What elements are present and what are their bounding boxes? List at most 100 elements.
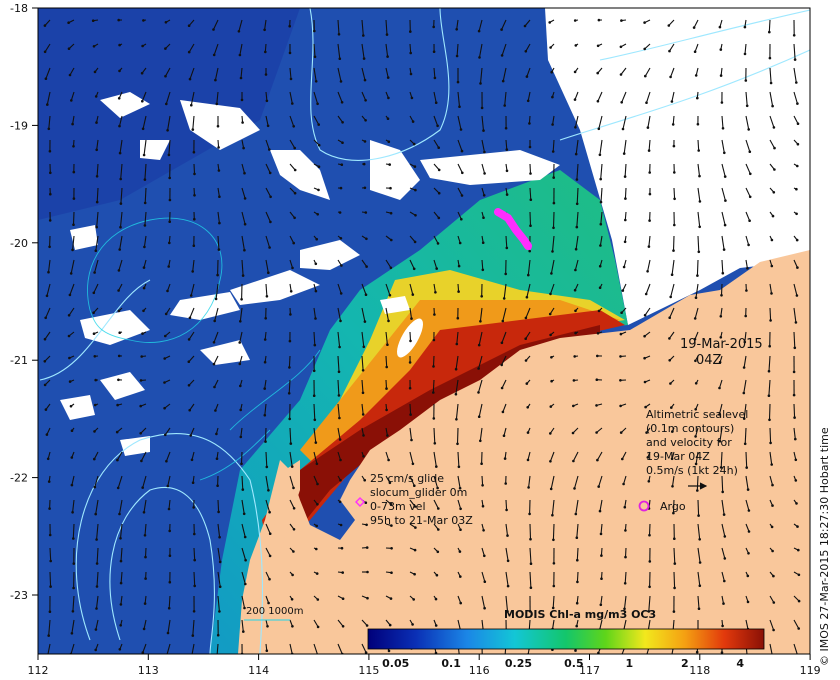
velocity-arrow-head [263, 387, 267, 390]
velocity-arrow-head [768, 56, 772, 60]
velocity-arrow [385, 331, 388, 345]
velocity-arrow-head [648, 585, 651, 589]
velocity-arrow [552, 139, 555, 152]
velocity-arrow [745, 523, 750, 532]
velocity-arrow-head [116, 458, 119, 462]
velocity-arrow-head [524, 359, 528, 362]
velocity-arrow [313, 43, 316, 57]
velocity-arrow-head [527, 486, 530, 489]
velocity-arrow-head [599, 177, 602, 181]
velocity-arrow [624, 163, 627, 177]
velocity-arrow [337, 451, 342, 461]
velocity-arrow-head [313, 55, 317, 59]
velocity-arrow-head [694, 382, 698, 385]
velocity-arrow [409, 475, 415, 486]
velocity-arrow-head [550, 272, 553, 275]
velocity-arrow-head [366, 570, 369, 574]
velocity-arrow [264, 379, 267, 389]
velocity-arrow-head [165, 102, 168, 106]
velocity-arrow-head [718, 413, 721, 416]
velocity-arrow-head [696, 96, 699, 100]
velocity-arrow-head [746, 488, 750, 491]
colorbar-title: MODIS Chl-a mg/m3 OC3 [504, 608, 656, 621]
velocity-arrow-head [623, 607, 626, 611]
velocity-arrow-head [390, 547, 393, 550]
velocity-arrow [481, 595, 486, 609]
velocity-arrow [47, 643, 51, 654]
velocity-arrow-head [390, 524, 393, 527]
velocity-arrow-head [694, 359, 697, 363]
velocity-arrow-head [142, 627, 146, 631]
velocity-arrow-head [187, 384, 191, 387]
velocity-arrow-head [414, 526, 417, 529]
velocity-arrow-head [215, 457, 219, 461]
velocity-arrow-head [192, 150, 196, 154]
velocity-arrow [477, 379, 483, 393]
velocity-arrow-head [529, 172, 532, 175]
velocity-arrow-head [597, 309, 601, 313]
velocity-arrow-head [47, 270, 50, 274]
velocity-arrow-head [70, 99, 73, 102]
velocity-arrow-head [719, 466, 723, 469]
velocity-arrow-head [239, 320, 242, 323]
velocity-arrow-head [503, 104, 507, 107]
velocity-arrow [241, 139, 245, 149]
velocity-arrow [552, 595, 555, 608]
velocity-arrow [576, 547, 579, 561]
velocity-arrow [793, 451, 797, 460]
velocity-arrow-head [142, 153, 146, 157]
velocity-arrow-head [268, 532, 272, 535]
velocity-arrow-head [720, 651, 724, 654]
velocity-arrow-head [433, 313, 436, 316]
velocity-arrow-head [288, 417, 292, 421]
velocity-arrow [697, 571, 701, 586]
velocity-arrow-head [483, 606, 486, 610]
velocity-arrow [213, 43, 219, 56]
velocity-arrow-head [796, 266, 799, 269]
velocity-arrow-head [43, 50, 47, 54]
velocity-arrow [214, 379, 219, 388]
velocity-arrow-head [458, 105, 461, 108]
velocity-arrow-head [289, 313, 292, 316]
velocity-arrow-head [143, 534, 147, 537]
velocity-arrow [645, 283, 651, 295]
velocity-arrow [409, 451, 414, 464]
velocity-arrow [769, 91, 774, 107]
svg-text:Altimetric sealevel: Altimetric sealevel [646, 408, 748, 421]
velocity-arrow [697, 235, 700, 252]
velocity-arrow-head [672, 144, 676, 148]
velocity-arrow [600, 163, 603, 180]
velocity-arrow-head [670, 273, 674, 277]
velocity-arrow-head [48, 533, 52, 537]
velocity-arrow-head [339, 523, 343, 527]
velocity-arrow [457, 475, 461, 489]
velocity-arrow [119, 139, 123, 154]
velocity-arrow-head [217, 146, 220, 149]
velocity-arrow [697, 547, 701, 563]
velocity-arrow [672, 499, 675, 514]
velocity-arrow-head [212, 53, 216, 57]
velocity-arrow-head [339, 237, 343, 240]
velocity-arrow-head [264, 440, 267, 443]
velocity-arrow-head [47, 127, 51, 131]
velocity-arrow-head [163, 381, 166, 384]
velocity-arrow [624, 547, 627, 558]
velocity-arrow-head [599, 603, 603, 607]
velocity-arrow [481, 571, 486, 582]
velocity-arrow [529, 187, 532, 200]
velocity-arrow-head [93, 430, 96, 433]
velocity-arrow-head [167, 153, 171, 157]
velocity-arrow-head [317, 123, 321, 126]
velocity-arrow-head [389, 597, 393, 600]
velocity-arrow [119, 523, 123, 539]
velocity-arrow-head [744, 79, 748, 82]
time-label: 04Z [696, 353, 722, 368]
velocity-arrow-head [436, 242, 440, 245]
velocity-arrow [670, 283, 675, 298]
velocity-arrow [721, 235, 725, 250]
velocity-arrow [669, 307, 675, 318]
velocity-arrow-head [143, 602, 147, 605]
velocity-arrow-head [549, 405, 553, 408]
velocity-arrow-head [693, 50, 697, 53]
velocity-arrow-head [696, 274, 699, 277]
